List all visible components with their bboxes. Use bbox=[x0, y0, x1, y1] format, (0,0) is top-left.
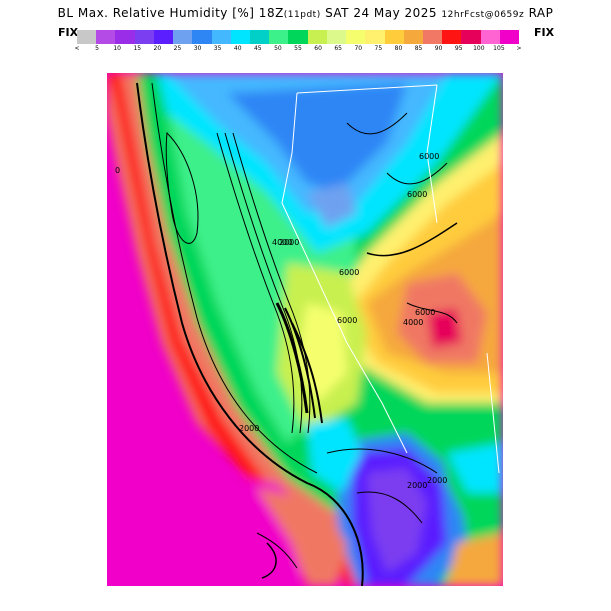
legend-swatch bbox=[365, 30, 385, 44]
contour-label: 2000 bbox=[279, 238, 299, 247]
legend-tick-labels: <5 10 15 20 25 30 35 40 45 50 55 60 65 70 75 80 85 90 95 10… bbox=[74, 45, 522, 57]
title-model: RAP bbox=[528, 6, 554, 20]
legend-tick-label: 45 bbox=[253, 45, 262, 52]
legend-swatch bbox=[307, 30, 327, 44]
legend-tick-label: > bbox=[516, 45, 522, 52]
contour-label: 6000 bbox=[337, 316, 357, 325]
contour-label: 6000 bbox=[339, 268, 359, 277]
legend-swatch bbox=[134, 30, 154, 44]
legend-swatch bbox=[499, 30, 520, 44]
state-borders bbox=[281, 84, 500, 474]
legend-swatch bbox=[96, 30, 116, 44]
legend-swatch bbox=[230, 30, 250, 44]
legend-swatch bbox=[403, 30, 423, 44]
legend-swatch bbox=[442, 30, 462, 44]
legend-swatch bbox=[288, 30, 308, 44]
legend-tick-label: 20 bbox=[153, 45, 162, 52]
contour-label: 4000 bbox=[272, 238, 292, 247]
legend-tick-label: 70 bbox=[354, 45, 363, 52]
contour-label: 2000 bbox=[239, 424, 259, 433]
legend-tick-label: 60 bbox=[314, 45, 322, 52]
legend-swatch bbox=[249, 30, 270, 44]
legend-tick-label: 10 bbox=[113, 45, 121, 52]
legend-swatch bbox=[480, 30, 500, 44]
legend-tick-label: 50 bbox=[274, 45, 282, 52]
legend-swatch bbox=[211, 30, 231, 44]
legend-tick-label: 75 bbox=[374, 45, 383, 52]
contour-labels: 6000 6000 6000 6000 6000 4000 4000 2000 … bbox=[115, 152, 447, 490]
legend-swatch bbox=[384, 30, 404, 44]
contour-label: 2000 bbox=[407, 481, 427, 490]
legend-tick-label: 40 bbox=[233, 45, 242, 52]
legend-swatch bbox=[461, 30, 481, 44]
legend-swatch bbox=[77, 30, 97, 44]
contour-label: 4000 bbox=[403, 318, 423, 327]
legend-swatch bbox=[192, 30, 212, 44]
legend-tick-label: 30 bbox=[193, 45, 202, 52]
title-main: BL Max. Relative Humidity [%] 18Z bbox=[57, 6, 284, 20]
legend-swatch bbox=[269, 30, 289, 44]
contour-label: 6000 bbox=[407, 190, 427, 199]
legend-swatch bbox=[326, 30, 347, 44]
legend-tick-label: 80 bbox=[394, 45, 403, 52]
legend-tick-label: 90 bbox=[434, 45, 443, 52]
title-forecast: 12hrFcst@0659z bbox=[441, 10, 525, 20]
contour-label: 6000 bbox=[415, 308, 435, 317]
title-local-time: (11pdt) bbox=[283, 10, 321, 20]
legend-tick-label: 55 bbox=[294, 45, 302, 52]
color-legend bbox=[77, 30, 520, 44]
legend-tick-label: 100 bbox=[473, 45, 485, 52]
legend-swatch bbox=[173, 30, 193, 44]
legend-tick-label: 25 bbox=[173, 45, 182, 52]
terrain-contours bbox=[136, 82, 458, 586]
fix-label-left: FIX bbox=[58, 26, 79, 39]
contour-label: 0 bbox=[115, 166, 120, 175]
legend-tick-label: 35 bbox=[213, 45, 222, 52]
legend-tick-label: 105 bbox=[493, 45, 505, 52]
contour-label: 2000 bbox=[427, 476, 447, 485]
legend-swatch bbox=[422, 30, 443, 44]
title-date: SAT 24 May 2025 bbox=[325, 6, 438, 20]
fix-label-right: FIX bbox=[534, 26, 555, 39]
legend-tick-label: 85 bbox=[414, 45, 423, 52]
contour-label: 6000 bbox=[419, 152, 439, 161]
legend-swatch bbox=[115, 30, 135, 44]
chart-title: BL Max. Relative Humidity [%] 18Z(11pdt)… bbox=[0, 6, 611, 20]
legend-tick-label: 65 bbox=[334, 45, 342, 52]
legend-swatch bbox=[346, 30, 366, 44]
legend-tick-label: 15 bbox=[133, 45, 142, 52]
legend-tick-label: 5 bbox=[95, 45, 99, 52]
legend-tick-label: 95 bbox=[454, 45, 463, 52]
humidity-map: 6000 6000 6000 6000 6000 4000 4000 2000 … bbox=[107, 73, 503, 586]
humidity-field bbox=[107, 73, 503, 586]
legend-swatch bbox=[153, 30, 174, 44]
legend-tick-label: < bbox=[74, 45, 80, 52]
